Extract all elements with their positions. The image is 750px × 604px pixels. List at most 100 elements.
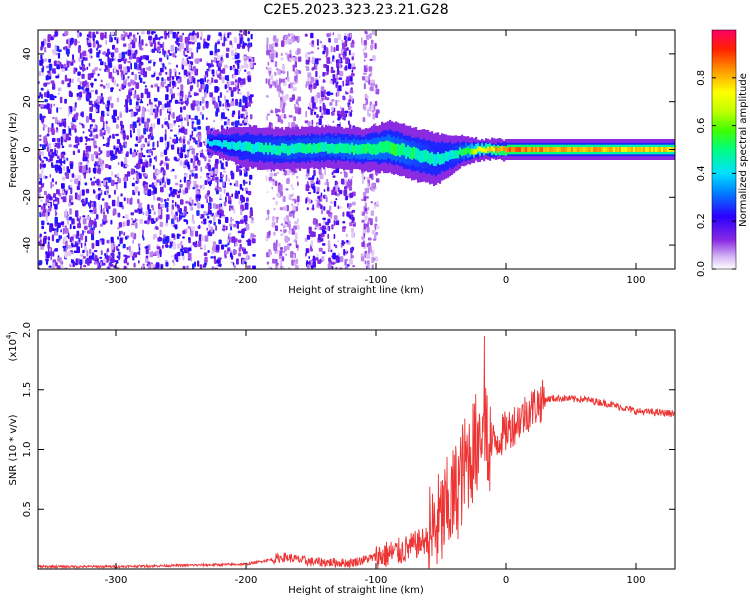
heatmap-noise-cell: [345, 79, 350, 84]
heatmap-noise-cell: [228, 32, 232, 36]
heatmap-noise-cell: [100, 223, 104, 227]
heatmap-noise-cell: [241, 228, 245, 235]
heatmap-noise-cell: [74, 178, 79, 185]
heatmap-noise-cell: [188, 47, 193, 54]
heatmap-noise-cell: [229, 250, 233, 253]
heatmap-noise-cell: [210, 256, 214, 259]
heatmap-noise-cell: [211, 96, 216, 101]
heatmap-noise-cell: [178, 125, 180, 128]
heatmap-noise-cell: [314, 106, 318, 110]
heatmap-noise-cell: [130, 129, 132, 137]
heatmap-signal-cell: [353, 145, 356, 155]
heatmap-signal-cell: [223, 140, 226, 147]
heatmap-noise-cell: [207, 34, 211, 39]
heatmap-noise-cell: [73, 67, 76, 75]
heatmap-noise-cell: [151, 130, 153, 137]
heatmap-noise-cell: [268, 266, 271, 269]
x-tick-label: 100: [626, 575, 645, 586]
heatmap-noise-cell: [221, 228, 226, 231]
heatmap-noise-cell: [305, 173, 310, 177]
heatmap-noise-cell: [238, 101, 242, 108]
heatmap-noise-cell: [229, 252, 233, 258]
heatmap-noise-cell: [315, 70, 318, 78]
heatmap-noise-cell: [42, 126, 45, 131]
heatmap-noise-cell: [66, 39, 69, 45]
heatmap-noise-cell: [142, 121, 145, 124]
heatmap-signal-cell: [235, 142, 238, 151]
heatmap-noise-cell: [97, 41, 100, 49]
heatmap-noise-cell: [342, 42, 346, 50]
heatmap-noise-cell: [321, 112, 324, 116]
heatmap-noise-cell: [246, 253, 249, 259]
heatmap-signal-cell: [607, 147, 610, 152]
heatmap-noise-cell: [43, 190, 47, 196]
heatmap-noise-cell: [172, 189, 176, 194]
heatmap-noise-cell: [215, 176, 219, 181]
heatmap-noise-cell: [227, 247, 231, 252]
heatmap-noise-cell: [133, 262, 136, 268]
heatmap-noise-cell: [191, 226, 196, 231]
heatmap-noise-cell: [305, 81, 310, 86]
heatmap-noise-cell: [54, 60, 57, 64]
heatmap-noise-cell: [111, 199, 116, 207]
heatmap-noise-cell: [194, 261, 196, 267]
heatmap-noise-cell: [283, 206, 287, 211]
heatmap-noise-cell: [94, 67, 99, 71]
heatmap-noise-cell: [131, 217, 134, 221]
heatmap-noise-cell: [333, 47, 336, 53]
heatmap-noise-cell: [342, 80, 345, 87]
heatmap-noise-cell: [66, 235, 70, 238]
heatmap-noise-cell: [159, 221, 164, 228]
heatmap-noise-cell: [266, 43, 268, 50]
heatmap-noise-cell: [318, 75, 321, 79]
heatmap-noise-cell: [348, 258, 353, 265]
heatmap-noise-cell: [337, 99, 340, 103]
heatmap-noise-cell: [221, 174, 224, 178]
heatmap-noise-cell: [207, 215, 210, 219]
heatmap-signal-cell: [249, 142, 252, 152]
heatmap-noise-cell: [85, 149, 88, 153]
heatmap-noise-cell: [293, 229, 296, 232]
heatmap-noise-cell: [195, 240, 198, 244]
heatmap-noise-cell: [70, 187, 73, 195]
heatmap-noise-cell: [89, 200, 92, 207]
heatmap-noise-cell: [53, 50, 57, 56]
heatmap-noise-cell: [173, 120, 176, 124]
heatmap-noise-cell: [38, 180, 43, 185]
heatmap-noise-cell: [224, 102, 227, 108]
heatmap-noise-cell: [368, 74, 372, 77]
heatmap-noise-cell: [158, 72, 162, 76]
heatmap-noise-cell: [110, 156, 114, 161]
heatmap-noise-cell: [321, 256, 325, 261]
heatmap-noise-cell: [199, 58, 203, 62]
heatmap-noise-cell: [279, 250, 283, 257]
heatmap-noise-cell: [173, 68, 177, 72]
heatmap-noise-cell: [147, 103, 149, 106]
heatmap-noise-cell: [345, 249, 348, 252]
heatmap-noise-cell: [315, 181, 320, 185]
heatmap-noise-cell: [292, 86, 295, 92]
heatmap-noise-cell: [333, 215, 338, 221]
heatmap-noise-cell: [189, 174, 191, 180]
heatmap-noise-cell: [106, 106, 110, 112]
heatmap-noise-cell: [109, 135, 112, 139]
heatmap-noise-cell: [166, 163, 169, 170]
heatmap-noise-cell: [170, 255, 175, 258]
heatmap-noise-cell: [68, 128, 72, 135]
heatmap-noise-cell: [349, 112, 353, 117]
heatmap-noise-cell: [110, 87, 114, 90]
heatmap-noise-cell: [63, 118, 67, 121]
heatmap-noise-cell: [327, 240, 331, 247]
heatmap-noise-cell: [371, 256, 375, 263]
heatmap-noise-cell: [120, 193, 123, 197]
heatmap-noise-cell: [186, 149, 190, 152]
heatmap-noise-cell: [55, 117, 58, 124]
heatmap-noise-cell: [308, 192, 312, 195]
heatmap-noise-cell: [280, 52, 283, 56]
heatmap-noise-cell: [177, 243, 181, 249]
heatmap-noise-cell: [314, 58, 319, 65]
heatmap-signal-cell: [257, 141, 260, 152]
heatmap-noise-cell: [338, 77, 343, 80]
heatmap-noise-cell: [271, 46, 274, 53]
heatmap-noise-cell: [179, 184, 183, 188]
